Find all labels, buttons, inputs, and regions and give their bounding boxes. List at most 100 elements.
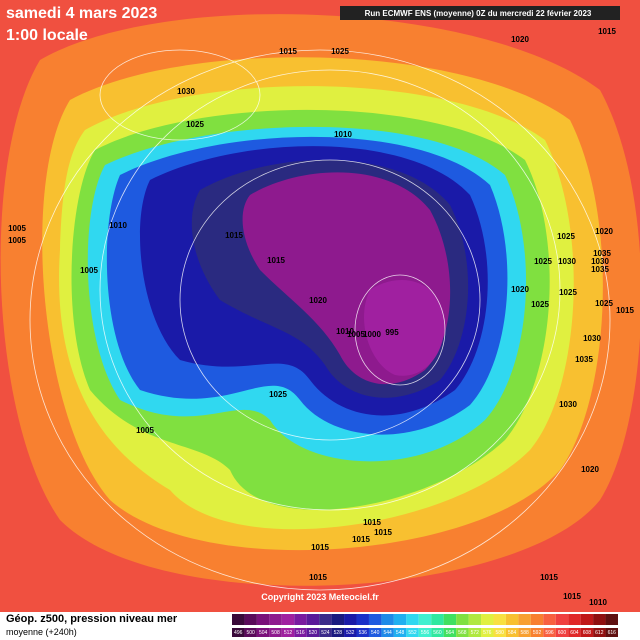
isobar-label: 1015: [374, 528, 392, 537]
isobar-label: 1025: [595, 299, 613, 308]
colorbar-swatch: [468, 614, 482, 625]
colorbar-swatch: [344, 614, 357, 625]
colorbar-swatch: [481, 614, 494, 625]
colorbar-label: 528: [334, 630, 343, 636]
colorbar-label: 588: [520, 630, 529, 636]
colorbar-label-bg: [593, 628, 606, 637]
isobar-label: 1035: [591, 265, 609, 274]
colorbar-swatch: [381, 614, 394, 625]
colorbar-label-bg: [331, 628, 345, 637]
colorbar-label-bg: [443, 628, 457, 637]
colorbar-label-bg: [244, 628, 257, 637]
colorbar-swatch: [306, 614, 320, 625]
isobar-label: 1015: [363, 518, 381, 527]
colorbar-swatch: [431, 614, 444, 625]
colorbar-label-bg: [555, 628, 569, 637]
colorbar-swatch: [368, 614, 382, 625]
isobar-label: 1015: [279, 47, 297, 56]
isobar-label: 1025: [557, 232, 575, 241]
colorbar-label-bg: [431, 628, 444, 637]
colorbar-swatch: [418, 614, 432, 625]
isobar-label: 1025: [559, 288, 577, 297]
isobar-label: 1020: [511, 285, 529, 294]
colorbar-swatch: [256, 614, 270, 625]
isobar-label: 1025: [331, 47, 349, 56]
forecast-date: samedi 4 mars 2023: [6, 5, 157, 22]
colorbar-swatch: [605, 614, 618, 625]
colorbar-swatch: [555, 614, 569, 625]
isobar-label: 995: [385, 328, 399, 337]
colorbar-label: 584: [508, 630, 517, 636]
colorbar-label-bg: [269, 628, 282, 637]
colorbar-label: 576: [483, 630, 492, 636]
colorbar-label-bg: [568, 628, 581, 637]
colorbar-label: 556: [421, 630, 430, 636]
colorbar-label-bg: [368, 628, 382, 637]
contour-band: [364, 280, 445, 376]
isobar-label: 1020: [511, 35, 529, 44]
colorbar-swatch: [505, 614, 519, 625]
colorbar-label: 568: [458, 630, 467, 636]
isobar-label: 1015: [309, 573, 327, 582]
isobar-label: 1015: [540, 573, 558, 582]
isobar-label: 1000: [363, 330, 381, 339]
colorbar-label: 604: [570, 630, 579, 636]
colorbar-label-bg: [393, 628, 407, 637]
colorbar-label: 592: [533, 630, 542, 636]
isobar-label: 1015: [616, 306, 634, 315]
colorbar-label: 520: [309, 630, 318, 636]
footer-title: Géop. z500, pression niveau mer: [6, 613, 178, 625]
colorbar-swatch: [356, 614, 369, 625]
isobar-label: 1015: [563, 592, 581, 601]
colorbar-swatch: [281, 614, 295, 625]
isobar-label: 1005: [80, 266, 98, 275]
isobar-label: 1035: [575, 355, 593, 364]
colorbar-label-bg: [344, 628, 357, 637]
colorbar-label-bg: [232, 628, 245, 637]
colorbar-swatch: [294, 614, 307, 625]
footer-subtitle: moyenne (+240h): [6, 627, 77, 637]
colorbar-label-bg: [505, 628, 519, 637]
colorbar-label-bg: [530, 628, 544, 637]
isobar-label: 1030: [591, 257, 609, 266]
colorbar-label: 552: [408, 630, 417, 636]
colorbar-label-bg: [306, 628, 320, 637]
isobar-label: 1015: [598, 27, 616, 36]
colorbar-label: 564: [446, 630, 455, 636]
colorbar-label-bg: [294, 628, 307, 637]
isobar-label: 1005: [347, 330, 365, 339]
isobar-label: 1025: [534, 257, 552, 266]
colorbar-swatch: [518, 614, 531, 625]
colorbar-label-bg: [456, 628, 469, 637]
isobar-label: 1020: [595, 227, 613, 236]
colorbar-swatch: [580, 614, 594, 625]
colorbar-label: 616: [608, 630, 617, 636]
isobar-label: 1035: [593, 249, 611, 258]
colorbar-label-bg: [418, 628, 432, 637]
copyright: Copyright 2023 Meteociel.fr: [261, 592, 379, 602]
isobar-label: 1015: [352, 535, 370, 544]
colorbar-label-bg: [319, 628, 332, 637]
colorbar-label-bg: [580, 628, 594, 637]
colorbar-label: 580: [496, 630, 505, 636]
colorbar-swatch: [269, 614, 282, 625]
colorbar-label-bg: [468, 628, 482, 637]
colorbar-label-bg: [381, 628, 394, 637]
isobar-label: 1010: [109, 221, 127, 230]
isobar-label: 1010: [334, 130, 352, 139]
isobar-label: 1020: [581, 465, 599, 474]
isobar-label: 1025: [186, 120, 204, 129]
colorbar-label: 524: [321, 630, 330, 636]
run-box: [340, 6, 620, 20]
colorbar-label: 512: [284, 630, 293, 636]
colorbar-label: 596: [545, 630, 554, 636]
colorbar-label-bg: [518, 628, 531, 637]
isobar-label: 1030: [583, 334, 601, 343]
colorbar-label: 500: [247, 630, 256, 636]
colorbar-swatch: [568, 614, 581, 625]
colorbar-swatch: [456, 614, 469, 625]
colorbar-swatch: [593, 614, 606, 625]
colorbar-swatch: [232, 614, 245, 625]
colorbar-swatch: [319, 614, 332, 625]
isobar-label: 1015: [225, 231, 243, 240]
